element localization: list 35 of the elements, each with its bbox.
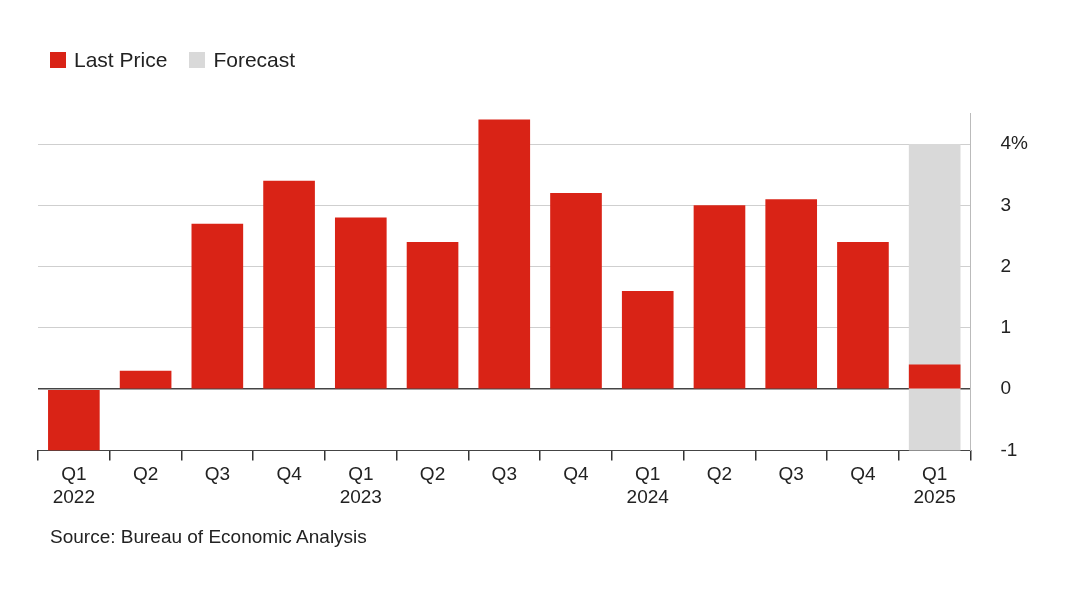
y-tick-label: 0 xyxy=(1000,377,1012,399)
x-tick-label: Q4 xyxy=(563,463,590,485)
y-tick-label: 2 xyxy=(1000,254,1012,276)
bar xyxy=(550,193,602,389)
bar xyxy=(908,364,961,389)
x-tick-label: Q2 xyxy=(419,463,446,485)
bar xyxy=(334,217,387,389)
y-tick-label: 4% xyxy=(1000,132,1029,154)
bar xyxy=(765,199,818,389)
legend-label: Last Price xyxy=(74,48,168,72)
bar xyxy=(406,242,459,389)
bar xyxy=(621,291,674,389)
y-tick-label: -1 xyxy=(1000,438,1018,460)
x-tick-label: Q1 2024 xyxy=(626,463,670,507)
y-tick-label: 3 xyxy=(1000,193,1012,215)
x-tick-label: Q3 xyxy=(491,463,517,485)
y-tick-label: 1 xyxy=(1000,316,1012,338)
x-tick-label: Q3 xyxy=(204,463,231,485)
x-tick-label: Q3 xyxy=(778,463,804,485)
bar xyxy=(263,180,315,389)
x-tick-label: Q2 xyxy=(132,463,159,485)
bar xyxy=(837,242,889,389)
x-tick-label: Q1 2023 xyxy=(339,463,382,507)
x-tick-label: Q1 2025 xyxy=(913,463,956,507)
bar xyxy=(119,370,172,389)
bar xyxy=(48,389,100,451)
source-note: Source: Bureau of Economic Analysis xyxy=(49,525,368,548)
bar xyxy=(191,223,244,389)
legend-label: Forecast xyxy=(213,48,296,72)
x-tick-label: Q2 xyxy=(706,463,733,485)
x-tick-label: Q4 xyxy=(850,463,877,485)
x-tick-label: Q4 xyxy=(276,463,303,485)
bar xyxy=(693,205,746,389)
x-tick-label: Q1 2022 xyxy=(52,463,96,507)
bar xyxy=(478,119,531,389)
